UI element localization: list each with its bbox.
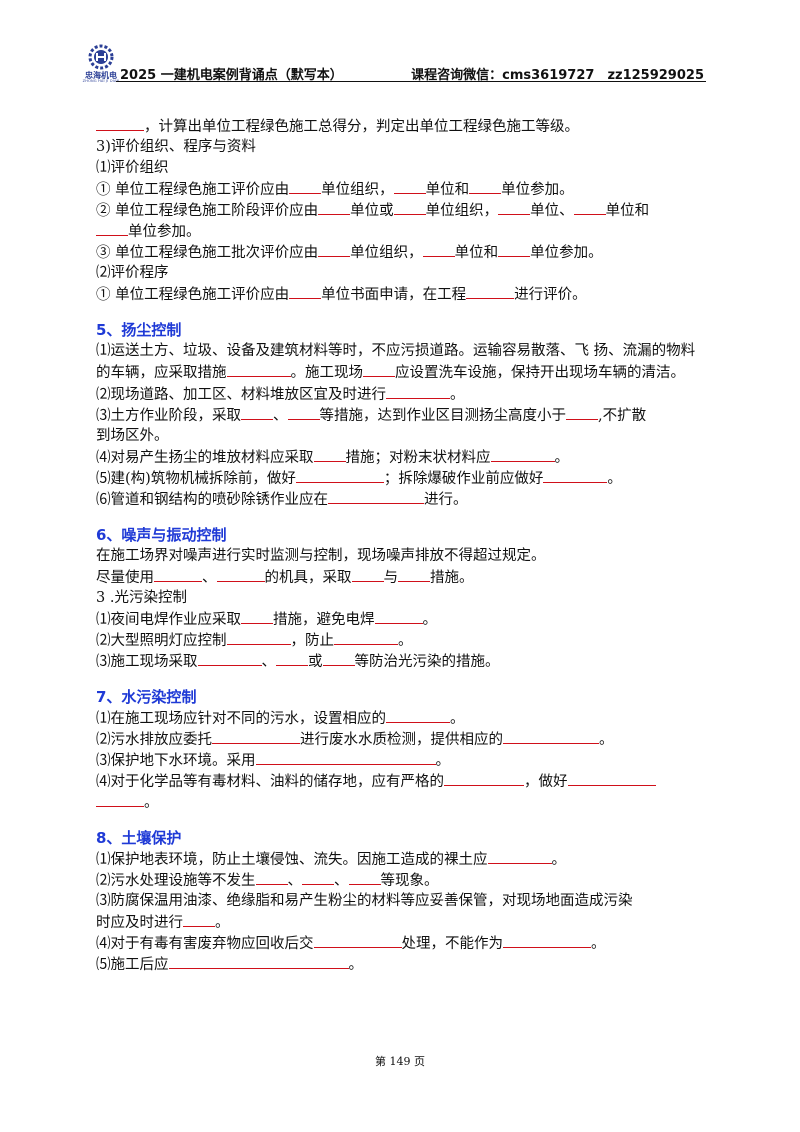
section-heading-water: 7、水污染控制 <box>96 688 197 706</box>
fill-blank[interactable] <box>183 912 215 927</box>
page-content: ，计算出单位工程绿色施工总得分，判定出单位工程绿色施工等级。 3)评价组织、程序… <box>96 116 708 975</box>
fill-blank[interactable] <box>543 468 608 483</box>
subheading: 3)评价组织、程序与资料 <box>96 139 256 155</box>
text-line: ⑵现场道路、加工区、材料堆放区宜及时进行。 <box>96 384 708 405</box>
fill-blank[interactable] <box>313 447 346 462</box>
text-line: ⑷对易产生扬尘的堆放材料应采取 措施；对粉末状材料应。 <box>96 447 708 468</box>
fill-blank[interactable] <box>444 771 524 786</box>
fill-blank[interactable] <box>393 179 426 194</box>
text-line: ⑹管道和钢结构的喷砂除锈作业应在 进行。 <box>96 489 708 510</box>
text-line: ⑵大型照明灯应控制 ，防止。 <box>96 630 708 651</box>
fill-blank[interactable] <box>566 405 598 420</box>
fill-blank[interactable] <box>503 729 599 744</box>
fill-blank[interactable] <box>422 242 455 257</box>
fill-blank[interactable] <box>255 870 288 885</box>
fill-blank[interactable] <box>498 242 531 257</box>
text-line: ① 单位工程绿色施工评价应由 单位组织， 单位和 单位参加。 <box>96 179 708 200</box>
logo-pinyin: ZHONG HAI JI DIAN <box>82 79 120 83</box>
fill-blank[interactable] <box>503 933 591 948</box>
fill-blank[interactable] <box>386 384 450 399</box>
page-number: 第 149 页 <box>375 1055 425 1068</box>
text-line: ② 单位工程绿色施工阶段评价应由 单位或 单位组织， 单位、 单位和 <box>96 200 708 221</box>
text-line: ⑴运送土方、垃圾、设备及建筑材料等时，不应污损道路。运输容易散落、飞 扬、流漏的… <box>96 343 696 381</box>
text-line: ⑷对于有毒有害废弃物应回收后交 处理，不能作为。 <box>96 933 708 954</box>
fill-blank[interactable] <box>255 750 436 765</box>
fill-blank[interactable] <box>226 362 291 377</box>
fill-blank[interactable] <box>226 630 291 645</box>
fill-blank[interactable] <box>322 651 355 666</box>
text-line: ⑴夜间电焊作业应采取 措施，避免电焊。 <box>96 609 708 630</box>
fill-blank[interactable] <box>328 489 424 504</box>
text-line: ⑶保护地下水环境。采用。 <box>96 750 708 771</box>
page-header: 忠海机电 ZHONG HAI JI DIAN 2025 一建机电案例背诵点（默写… <box>76 44 706 84</box>
fill-blank[interactable] <box>168 954 349 969</box>
fill-blank[interactable] <box>289 284 322 299</box>
company-logo: 忠海机电 ZHONG HAI JI DIAN <box>76 44 126 84</box>
header-divider <box>116 81 706 82</box>
fill-blank[interactable] <box>386 708 450 723</box>
text-line: 时应及时进行。 <box>96 912 708 933</box>
text-line: 到场区外。 <box>96 428 169 444</box>
fill-blank[interactable] <box>351 567 384 582</box>
section-heading-soil: 8、土壤保护 <box>96 829 182 847</box>
text-line: ⑶施工现场采取、或等防治光污染的措施。 <box>96 651 708 672</box>
logo-emblem-icon <box>88 44 114 70</box>
fill-blank[interactable] <box>490 447 555 462</box>
fill-blank[interactable] <box>363 362 395 377</box>
text-line: ，计算出单位工程绿色施工总得分，判定出单位工程绿色施工等级。 <box>96 116 708 137</box>
section-heading-noise: 6、噪声与振动控制 <box>96 526 227 544</box>
fill-blank[interactable] <box>197 651 262 666</box>
text-line: ③ 单位工程绿色施工批次评价应由 单位组织， 单位和 单位参加。 <box>96 242 708 263</box>
fill-blank[interactable] <box>276 651 308 666</box>
fill-blank[interactable] <box>334 630 398 645</box>
text-line: ⑶土方作业阶段，采取、等措施，达到作业区目测扬尘高度小于 ,不扩散 <box>96 405 708 426</box>
text-line: ⑷对于化学品等有毒材料、油料的储存地，应有严格的 ，做好 <box>96 771 708 792</box>
fill-blank[interactable] <box>573 200 606 215</box>
section-heading-dust: 5、扬尘控制 <box>96 321 182 339</box>
fill-blank[interactable] <box>241 405 273 420</box>
fill-blank[interactable] <box>348 870 381 885</box>
contact-info: 课程咨询微信：cms3619727 zz125929025 <box>411 68 704 83</box>
text-line: ⑸施工后应。 <box>96 954 708 975</box>
logo-name: 忠海机电 <box>85 71 117 80</box>
text-line: 单位参加。 <box>96 221 708 242</box>
fill-blank[interactable] <box>154 567 202 582</box>
fill-blank[interactable] <box>96 221 128 236</box>
fill-blank[interactable] <box>393 200 426 215</box>
fill-blank[interactable] <box>287 405 320 420</box>
fill-blank[interactable] <box>567 771 656 786</box>
fill-blank[interactable] <box>398 567 430 582</box>
text-line: ⑴保护地表环境，防止土壤侵蚀、流失。因施工造成的裸土应。 <box>96 849 708 870</box>
text-line: ⑵污水排放应委托 进行废水水质检测，提供相应的。 <box>96 729 708 750</box>
fill-blank[interactable] <box>498 200 531 215</box>
subheading: ⑵评价程序 <box>96 265 169 281</box>
fill-blank[interactable] <box>318 200 351 215</box>
text-line: 。 <box>96 792 708 813</box>
text-line: 尽量使用、的机具，采取与措施。 <box>96 567 708 588</box>
subheading: 3 .光污染控制 <box>96 590 187 606</box>
text-line: 在施工场界对噪声进行实时监测与控制，现场噪声排放不得超过规定。 <box>96 548 546 564</box>
document-title: 2025 一建机电案例背诵点（默写本） <box>120 68 343 83</box>
fill-blank[interactable] <box>469 179 502 194</box>
fill-blank[interactable] <box>295 468 384 483</box>
fill-blank[interactable] <box>318 242 351 257</box>
fill-blank[interactable] <box>487 849 552 864</box>
fill-blank[interactable] <box>216 567 265 582</box>
subheading: ⑴评价组织 <box>96 160 169 176</box>
text-line: ⑴在施工现场应针对不同的污水，设置相应的。 <box>96 708 708 729</box>
text-line: ⑶防腐保温用油漆、绝缘脂和易产生粉尘的材料等应妥善保管，对现场地面造成污染 <box>96 893 633 909</box>
fill-blank[interactable] <box>212 729 300 744</box>
fill-blank[interactable] <box>241 609 273 624</box>
fill-blank[interactable] <box>313 933 402 948</box>
fill-blank[interactable] <box>96 116 144 131</box>
text-line: ⑵污水处理设施等不发生、、等现象。 <box>96 870 708 891</box>
fill-blank[interactable] <box>96 792 144 807</box>
fill-blank[interactable] <box>374 609 423 624</box>
fill-blank[interactable] <box>466 284 515 299</box>
text-line: ① 单位工程绿色施工评价应由 单位书面申请，在工程 进行评价。 <box>96 284 708 305</box>
fill-blank[interactable] <box>302 870 334 885</box>
fill-blank[interactable] <box>289 179 322 194</box>
text-line: ⑸建(构)筑物机械拆除前，做好 ；拆除爆破作业前应做好。 <box>96 468 708 489</box>
